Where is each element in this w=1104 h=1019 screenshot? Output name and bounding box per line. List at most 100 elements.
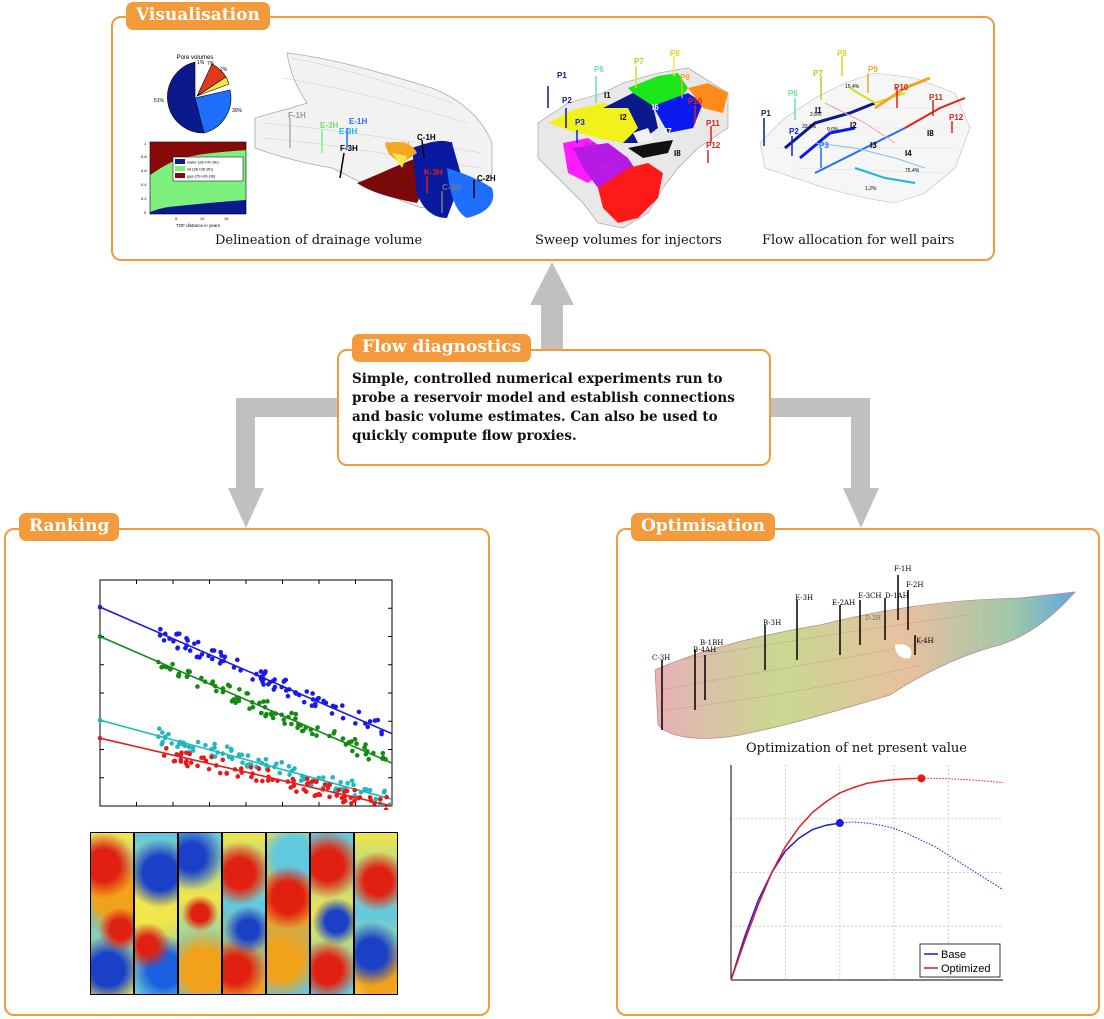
ranking-point (247, 706, 252, 712)
drainage-well-c3h: C-3H (442, 183, 461, 192)
npv-series-line (730, 822, 840, 981)
alloc-well-p7: P7 (813, 69, 823, 78)
opt-well-f1h: F-1H (894, 565, 911, 573)
pie-label-30: 30% (232, 108, 243, 114)
ranking-point (186, 669, 192, 675)
sweep-well-i6: I6 (652, 103, 659, 112)
ranking-point (169, 741, 174, 746)
optimisation-well-markers (661, 575, 916, 730)
flow-diagnostics-panel (337, 349, 771, 466)
alloc-pct-4: 15.4% (845, 84, 860, 90)
tof-tick-y-1: 1 (144, 141, 147, 146)
opt-well-e2ah: E-2AH (832, 599, 855, 607)
ranking-point (175, 744, 180, 750)
ranking-point (250, 704, 256, 710)
ranking-point (176, 671, 182, 677)
ranking-point (158, 626, 163, 632)
tof-legend-oil: oil (2E+06 stb) (187, 167, 214, 172)
npv-series-continuation (839, 821, 1004, 891)
ranking-point (354, 753, 360, 758)
alloc-well-i2: I2 (850, 121, 857, 130)
ranking-point (352, 736, 358, 742)
ranking-point (237, 687, 242, 692)
ranking-point (299, 728, 305, 734)
ranking-fit-line (99, 635, 393, 764)
ranking-point (352, 798, 357, 803)
ranking-point (367, 795, 373, 800)
ranking-point (384, 794, 389, 800)
ranking-point (160, 730, 165, 735)
realization-strip-7 (354, 832, 398, 995)
ranking-point (178, 757, 184, 763)
ranking-point (195, 684, 200, 689)
ranking-point (310, 731, 315, 737)
alloc-well-i4: I4 (905, 149, 912, 158)
realization-strip-3 (178, 832, 222, 995)
ranking-point (349, 801, 354, 806)
npv-legend-box (919, 943, 1001, 978)
ranking-point (292, 766, 297, 771)
realization-strip-6 (310, 832, 354, 995)
sweep-well-p10: P10 (688, 97, 703, 106)
ranking-point (293, 711, 299, 717)
flow-allocation-links (784, 76, 966, 184)
ranking-point (271, 687, 277, 692)
ranking-point (261, 699, 266, 704)
ranking-point (194, 654, 200, 660)
alloc-well-p11: P11 (929, 93, 943, 102)
alloc-well-i1: I1 (815, 106, 822, 115)
ranking-point (203, 742, 208, 748)
ranking-point (224, 770, 229, 776)
ranking-point (156, 726, 162, 731)
ranking-point (263, 713, 268, 719)
ranking-point (291, 778, 296, 784)
ranking-point (294, 789, 299, 794)
ranking-point (209, 648, 215, 653)
tof-tick-x-15: 15 (224, 216, 229, 221)
ranking-point (282, 721, 287, 726)
ranking-point (334, 793, 340, 798)
ranking-point (257, 700, 262, 706)
ranking-point (225, 682, 231, 688)
sweep-well-p2: P2 (562, 96, 572, 105)
drainage-reservoir-image: F-1H E-3H E-1H E-3H F-3H C-1H D-3BH K-2H… (254, 52, 496, 218)
ranking-point (217, 770, 223, 776)
ranking-point (295, 725, 300, 731)
ranking-point (366, 756, 371, 762)
description-line-3: and basic volume estimates. Can also be … (352, 409, 718, 425)
npv-legend-label: Optimized (941, 963, 991, 975)
ranking-point (341, 799, 346, 805)
alloc-well-i8: I8 (927, 129, 934, 138)
ranking-point (327, 794, 332, 800)
ranking-point (253, 778, 259, 783)
ranking-point (367, 787, 373, 793)
ranking-point (304, 776, 310, 782)
alloc-well-i3: I3 (870, 141, 877, 150)
ranking-point (281, 717, 287, 722)
tof-tick-y-06: 0.6 (141, 168, 147, 173)
drainage-well-k2h: K-2H (434, 141, 453, 150)
ranking-point (327, 782, 333, 788)
sweep-well-p11: P11 (706, 119, 720, 128)
opt-well-e3ch: E-3CH (858, 592, 882, 600)
ranking-point (304, 689, 310, 694)
ranking-point (249, 774, 254, 780)
ranking-point (218, 649, 224, 655)
ranking-point (330, 775, 336, 780)
ranking-fit-line (99, 737, 393, 807)
ranking-point (161, 638, 167, 643)
sweep-well-i2: I2 (620, 113, 627, 122)
ranking-point (265, 778, 271, 783)
tof-tick-y-0: 0 (144, 210, 147, 215)
ranking-point (159, 742, 165, 747)
ranking-point (362, 786, 367, 792)
ranking-point (265, 699, 270, 704)
alloc-well-p12: P12 (949, 113, 964, 122)
ranking-point (332, 729, 337, 734)
ranking-point (163, 746, 169, 751)
flow-diagnostics-description: Simple, controlled numerical experiments… (352, 370, 760, 446)
ranking-point (268, 711, 274, 717)
ranking-point (372, 718, 378, 723)
drainage-well-e1h: E-1H (349, 117, 367, 126)
ranking-title: Ranking (19, 513, 120, 541)
